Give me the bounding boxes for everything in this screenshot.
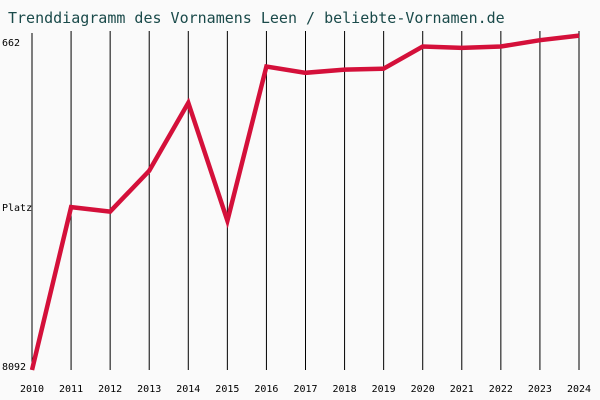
- x-tick-label-2014: 2014: [176, 384, 200, 395]
- x-tick-label-2015: 2015: [215, 384, 239, 395]
- series-line-0: [29, 33, 580, 371]
- x-tick-label-2016: 2016: [254, 384, 278, 395]
- x-tick-label-2021: 2021: [450, 384, 474, 395]
- x-tick-label-2023: 2023: [528, 384, 552, 395]
- x-tick-label-2010: 2010: [20, 384, 44, 395]
- x-tick-label-2011: 2011: [59, 384, 83, 395]
- x-tick-label-2013: 2013: [137, 384, 161, 395]
- chart-title: Trenddiagramm des Vornamens Leen / belie…: [8, 9, 505, 27]
- x-tick-label-2020: 2020: [411, 384, 435, 395]
- x-tick-label-2022: 2022: [489, 384, 513, 395]
- x-tick-label-2017: 2017: [293, 384, 317, 395]
- grid-lines: [70, 31, 580, 370]
- y-tick-label-top: 662: [2, 38, 20, 49]
- x-tick-labels: 2010 2011 2012 2013 2014 2015 2016 2017 2018 2019…: [20, 384, 591, 395]
- x-tick-label-2019: 2019: [372, 384, 396, 395]
- y-tick-label-bottom: 8092: [2, 362, 26, 373]
- x-tick-label-2024: 2024: [567, 384, 591, 395]
- x-tick-label-2012: 2012: [98, 384, 122, 395]
- series-layer: [29, 33, 580, 371]
- x-tick-label-2018: 2018: [333, 384, 357, 395]
- y-axis-label: Platz: [2, 203, 32, 214]
